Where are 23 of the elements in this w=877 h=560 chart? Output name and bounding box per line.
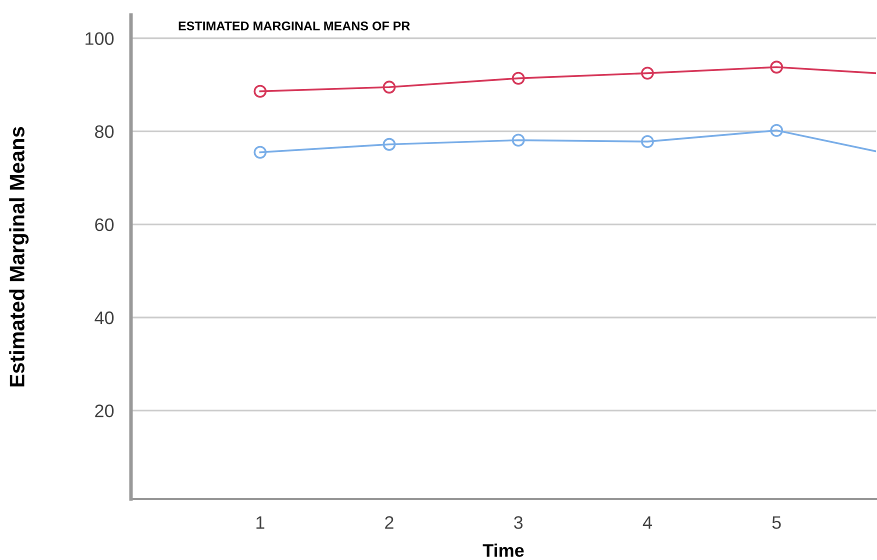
y-tick-label: 20 [95, 404, 114, 418]
x-tick-label: 4 [642, 516, 652, 529]
x-tick-label: 3 [514, 516, 523, 529]
point [254, 146, 267, 159]
y-tick-label: 60 [95, 218, 114, 232]
x-tick-label: 5 [772, 516, 781, 529]
point [641, 135, 654, 148]
x-tick-label: 2 [385, 516, 394, 529]
point [382, 80, 396, 94]
point [770, 124, 784, 137]
chart-title: ESTIMATED MARGINAL MEANS OF PR [178, 22, 410, 30]
point [382, 138, 396, 151]
y-tick-label: 80 [95, 125, 114, 138]
y-axis-title: Estimated Marginal Means [9, 127, 29, 386]
point [641, 66, 654, 80]
x-tick-label: 1 [256, 516, 264, 529]
point [770, 60, 784, 74]
point [512, 72, 525, 85]
point [254, 84, 267, 98]
point [512, 134, 525, 147]
x-axis-title: Time [482, 544, 524, 557]
y-tick-label: 40 [94, 311, 114, 324]
y-tick-label: 100 [86, 32, 114, 45]
